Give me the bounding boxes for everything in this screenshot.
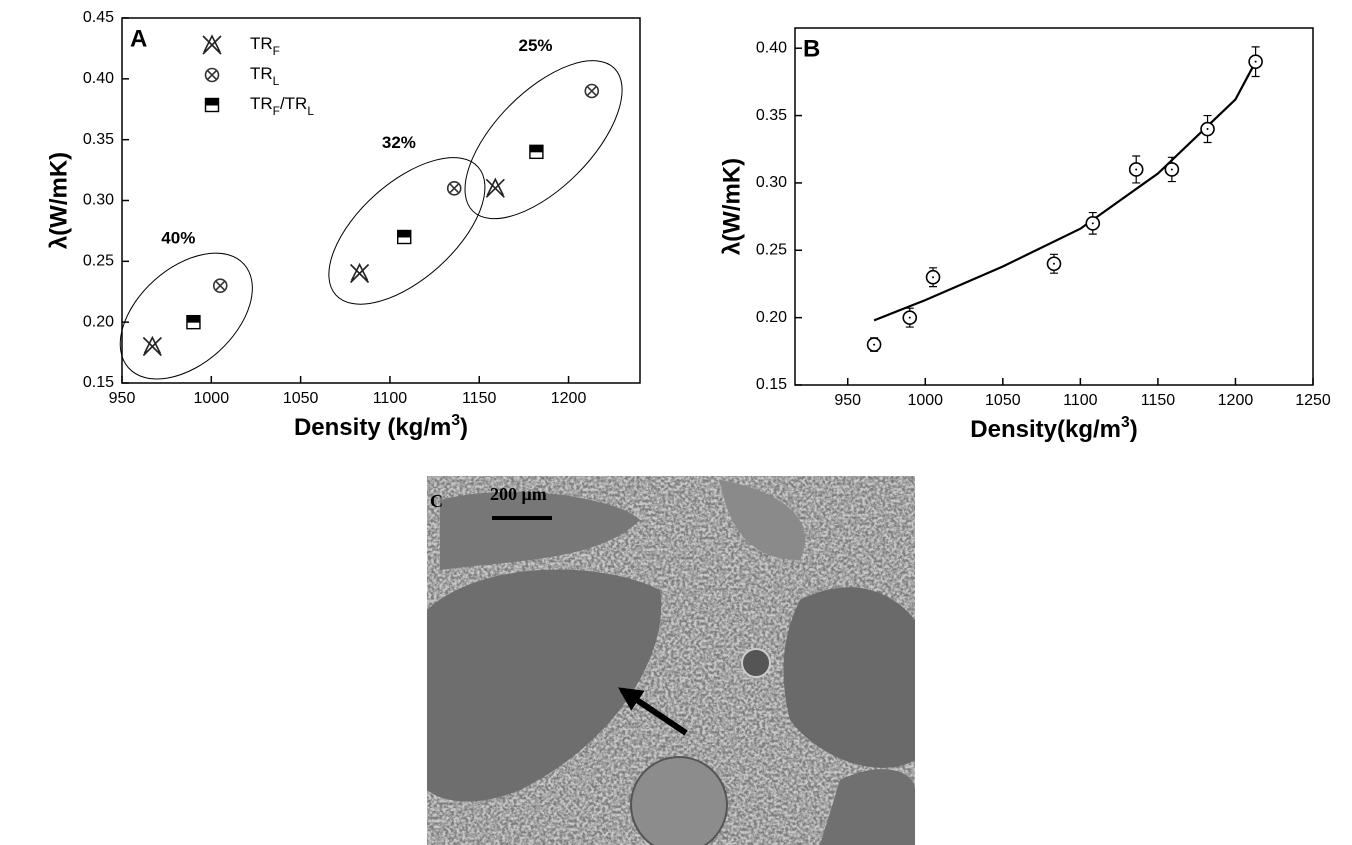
marker-shape xyxy=(143,338,161,356)
annotation: 25% xyxy=(519,36,553,55)
marker-shape xyxy=(909,317,911,319)
marker-shape xyxy=(1255,61,1257,63)
y-tick-label: 0.40 xyxy=(756,39,787,56)
y-tick-label: 0.25 xyxy=(83,253,114,270)
marker-shape xyxy=(450,184,459,193)
y-tick-label: 0.20 xyxy=(756,309,787,326)
marker-shape xyxy=(206,99,219,106)
x-tick-label: 1000 xyxy=(907,392,943,409)
page: C 200 μm 0.15 0.20 0.25 0.30 0.35 0.40 0.45 950… xyxy=(0,0,1352,845)
x-axis-title: Density(kg/m3) xyxy=(970,414,1137,444)
marker-shape xyxy=(1207,128,1209,130)
data-point xyxy=(214,279,227,292)
data-point xyxy=(1130,163,1143,176)
marker-shape xyxy=(1171,168,1173,170)
legend-label: TRF/TRL xyxy=(250,94,314,118)
y-tick-label: 0.35 xyxy=(83,131,114,148)
x-tick-label: 1200 xyxy=(551,390,587,407)
legend-marker xyxy=(206,69,219,82)
marker-shape xyxy=(486,179,504,197)
y-axis-title: λ(W/mK) xyxy=(45,152,72,249)
panel-label: A xyxy=(130,25,147,52)
marker-shape xyxy=(1092,222,1094,224)
marker-shape xyxy=(932,276,934,278)
marker-shape xyxy=(207,70,216,79)
marker-shape xyxy=(873,344,875,346)
x-tick-label: 1250 xyxy=(1295,392,1331,409)
legend-marker xyxy=(203,36,221,54)
marker-shape xyxy=(203,36,221,54)
data-point xyxy=(1165,163,1178,176)
marker-shape xyxy=(1053,263,1055,265)
y-tick-label: 0.15 xyxy=(756,376,787,393)
data-point xyxy=(398,231,411,244)
legend-marker xyxy=(206,99,219,112)
data-point xyxy=(903,311,916,324)
x-tick-label: 1200 xyxy=(1218,392,1254,409)
legend-label: TRF xyxy=(250,34,280,58)
legend-label: TRL xyxy=(250,64,280,88)
data-point xyxy=(486,179,504,197)
data-point xyxy=(448,182,461,195)
annotation: 40% xyxy=(161,229,195,248)
plot-frame xyxy=(795,28,1313,385)
data-point xyxy=(1086,217,1099,230)
x-tick-label: 1000 xyxy=(194,390,230,407)
x-tick-label: 950 xyxy=(834,392,861,409)
data-point xyxy=(868,338,881,351)
scale-bar-label: 200 μm xyxy=(490,484,547,504)
marker-shape xyxy=(187,316,200,323)
y-tick-label: 0.25 xyxy=(756,242,787,259)
x-tick-label: 1150 xyxy=(1141,392,1176,409)
marker-shape xyxy=(216,281,225,290)
data-point xyxy=(1201,123,1214,136)
data-point xyxy=(1249,55,1262,68)
data-point xyxy=(187,316,200,329)
y-tick-label: 0.35 xyxy=(756,107,787,124)
marker-shape xyxy=(587,86,596,95)
sem-image: C 200 μm xyxy=(427,476,915,845)
x-tick-label: 1050 xyxy=(283,390,319,407)
y-tick-label: 0.15 xyxy=(83,374,114,391)
data-point xyxy=(351,265,369,283)
marker-shape xyxy=(1135,168,1137,170)
data-point xyxy=(1048,257,1061,270)
cluster-ellipse xyxy=(439,34,649,244)
y-tick-label: 0.40 xyxy=(83,70,114,87)
y-tick-label: 0.20 xyxy=(83,313,114,330)
marker-shape xyxy=(351,265,369,283)
y-axis-title: λ(W/mK) xyxy=(718,158,745,255)
x-tick-label: 1100 xyxy=(373,390,408,407)
data-point xyxy=(530,145,543,158)
panel-label: C xyxy=(430,491,443,511)
marker-shape xyxy=(530,145,543,152)
marker-shape xyxy=(398,231,411,238)
data-point xyxy=(927,271,940,284)
y-tick-label: 0.45 xyxy=(83,9,114,26)
figure: C 200 μm 0.15 0.20 0.25 0.30 0.35 0.40 0.45 950… xyxy=(0,0,1352,845)
annotation: 32% xyxy=(382,133,416,152)
data-point xyxy=(143,338,161,356)
panel-label: B xyxy=(803,35,820,62)
x-tick-label: 1150 xyxy=(462,390,497,407)
x-axis-title: Density (kg/m3) xyxy=(294,412,468,442)
x-tick-label: 1100 xyxy=(1063,392,1098,409)
x-tick-label: 950 xyxy=(109,390,136,407)
x-tick-label: 1050 xyxy=(985,392,1021,409)
y-tick-label: 0.30 xyxy=(756,174,787,191)
data-point xyxy=(585,85,598,98)
y-tick-label: 0.30 xyxy=(83,192,114,209)
